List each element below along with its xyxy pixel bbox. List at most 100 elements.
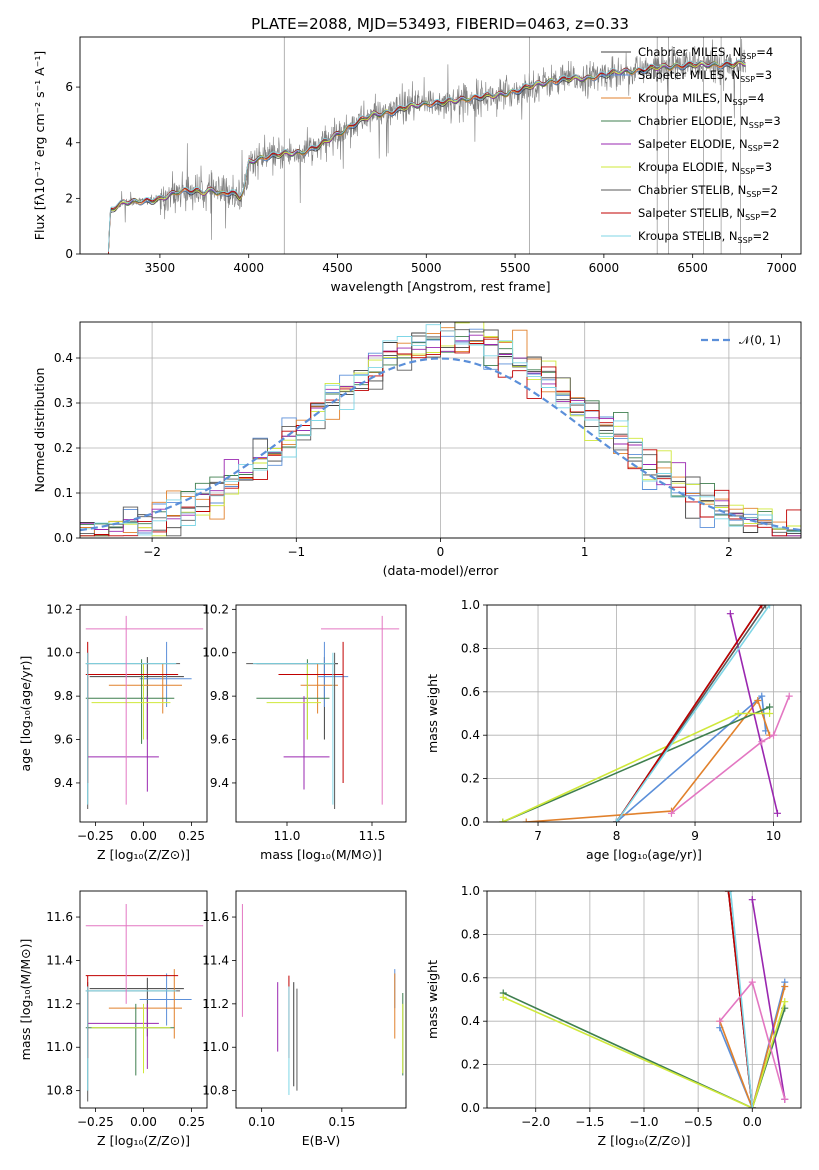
y-tick-label: 9.6 xyxy=(54,733,73,747)
y-tick-label: 2 xyxy=(65,191,73,205)
x-tick-label: 6000 xyxy=(589,261,620,275)
y-tick-label: 11.6 xyxy=(202,910,229,924)
y-tick-label: 0.6 xyxy=(461,971,480,985)
panel-mass-vs-metallicity: −0.25 0.00 0.25 10.8 11.0 11.2 11.4 11.6 Z [log₁… xyxy=(18,890,208,1148)
legend-subscript: SSP xyxy=(749,121,764,130)
legend-entry: Chabrier MILES, NSSP=4 xyxy=(638,45,773,61)
axes-frame xyxy=(79,321,802,539)
axes-frame xyxy=(79,890,208,1109)
legend-value: =4 xyxy=(748,91,765,105)
legend-value: =3 xyxy=(764,114,781,128)
x-tick-label: 3500 xyxy=(145,261,176,275)
legend-entry: Salpeter MILES, NSSP=3 xyxy=(638,68,772,84)
y-tick-label: 10.8 xyxy=(46,1084,73,1098)
axes-frame xyxy=(486,890,802,1109)
y-tick-label: 0 xyxy=(65,247,73,261)
mass-weight-marker xyxy=(726,610,734,618)
legend-value: =4 xyxy=(756,45,773,59)
model-fit-line xyxy=(108,59,746,254)
y-tick-label: 9.8 xyxy=(210,689,229,703)
y-tick-label: 0.3 xyxy=(54,396,73,410)
y-tick-label: 0.2 xyxy=(54,441,73,455)
y-tick-label: 11.0 xyxy=(46,1040,73,1054)
axes-frame xyxy=(235,890,407,1109)
mass-weight-marker xyxy=(499,993,507,1001)
mass-weight-line xyxy=(751,899,786,1100)
x-tick-label: −0.25 xyxy=(77,829,114,843)
x-tick-label: 0.25 xyxy=(178,829,205,843)
x-tick-label: 11.0 xyxy=(274,829,301,843)
mass-weight-line xyxy=(615,605,771,822)
x-tick-label: 0.00 xyxy=(130,829,157,843)
mass-weight-marker xyxy=(766,605,774,609)
legend-subscript: SSP xyxy=(740,75,755,84)
mass-weight-marker xyxy=(781,1095,789,1103)
x-tick-label: 2 xyxy=(725,545,733,559)
y-tick-label: 11.6 xyxy=(46,910,73,924)
legend-subscript: SSP xyxy=(740,167,755,176)
mass-weight-line xyxy=(502,706,770,822)
mass-weight-marker xyxy=(766,710,774,717)
x-tick-label: 1 xyxy=(581,545,589,559)
y-tick-label: 4 xyxy=(65,136,73,150)
legend-subscript: SSP xyxy=(745,213,760,222)
mass-weight-marker xyxy=(770,731,778,739)
legend-value: =3 xyxy=(755,160,772,174)
mass-weight-marker xyxy=(762,605,770,609)
x-tick-label: 7 xyxy=(534,829,542,843)
y-axis-label: age [log₁₀(age/yr)] xyxy=(18,656,33,772)
mass-weight-line xyxy=(729,891,754,1108)
mass-weight-marker xyxy=(667,809,675,817)
mass-weight-marker xyxy=(522,818,530,822)
y-axis-label: mass weight xyxy=(425,674,440,753)
axes-frame xyxy=(486,604,802,823)
y-tick-label: 9.4 xyxy=(54,776,73,790)
y-tick-label: 0.4 xyxy=(461,728,480,742)
mass-weight-line xyxy=(719,986,786,1108)
legend-value: =2 xyxy=(760,206,777,220)
legend-value: =2 xyxy=(763,137,780,151)
legend-entry: Salpeter ELODIE, NSSP=2 xyxy=(638,137,780,153)
y-tick-label: 0.2 xyxy=(461,1058,480,1072)
mass-weight-marker xyxy=(748,1104,756,1108)
x-tick-label: −2 xyxy=(143,545,161,559)
x-tick-label: 4000 xyxy=(233,261,264,275)
mass-weight-marker xyxy=(781,982,789,990)
mass-weight-line xyxy=(671,695,790,814)
x-tick-label: 6500 xyxy=(677,261,708,275)
legend-subscript: SSP xyxy=(748,144,763,153)
legend-subscript: SSP xyxy=(741,52,756,61)
legend-subscript: SSP xyxy=(738,236,753,245)
x-tick-label: −1.5 xyxy=(575,1115,604,1129)
legend-value: =2 xyxy=(753,229,770,243)
y-tick-label: 11.2 xyxy=(202,997,229,1011)
x-axis-label: wavelength [Angstrom, rest frame] xyxy=(330,279,550,294)
mass-weight-marker xyxy=(734,710,742,717)
legend-entry: 𝒩(0, 1) xyxy=(739,333,781,347)
mass-weight-marker xyxy=(716,1017,724,1025)
x-tick-label: −1.0 xyxy=(629,1115,658,1129)
panel-mass-vs-ebv: 0.10 0.15 10.8 11.0 11.2 11.4 11.6 E(B-V) xyxy=(202,890,407,1148)
histogram-step xyxy=(80,324,801,538)
x-tick-label: 9 xyxy=(691,829,699,843)
panel-age-vs-metallicity: −0.25 0.00 0.25 9.4 9.6 9.8 10.0 10.2 Z [log₁₀(Z… xyxy=(18,602,208,862)
x-tick-label: 0.15 xyxy=(328,1115,355,1129)
y-tick-label: 9.6 xyxy=(210,733,229,747)
y-tick-label: 0.1 xyxy=(54,486,73,500)
legend-entry: Salpeter STELIB, NSSP=2 xyxy=(638,206,777,222)
x-axis-label: Z [log₁₀(Z/Z⊙)] xyxy=(97,1133,190,1148)
x-tick-label: 5000 xyxy=(411,261,442,275)
y-tick-label: 0.8 xyxy=(461,641,480,655)
mass-weight-line xyxy=(526,698,771,822)
legend-value: =2 xyxy=(761,183,778,197)
x-tick-label: 5500 xyxy=(500,261,531,275)
legend-entry: Kroupa STELIB, NSSP=2 xyxy=(638,229,769,245)
x-tick-label: 0.25 xyxy=(178,1115,205,1129)
mass-weight-marker xyxy=(758,605,766,609)
y-tick-label: 10.2 xyxy=(202,602,229,616)
panel-spectrum: 3500 4000 4500 5000 5500 6000 6500 7000 0 2 4 6 wave… xyxy=(32,36,802,294)
x-tick-label: 0.00 xyxy=(130,1115,157,1129)
legend-entry: Chabrier ELODIE, NSSP=3 xyxy=(638,114,781,130)
legend-entry: Chabrier STELIB, NSSP=2 xyxy=(638,183,778,199)
